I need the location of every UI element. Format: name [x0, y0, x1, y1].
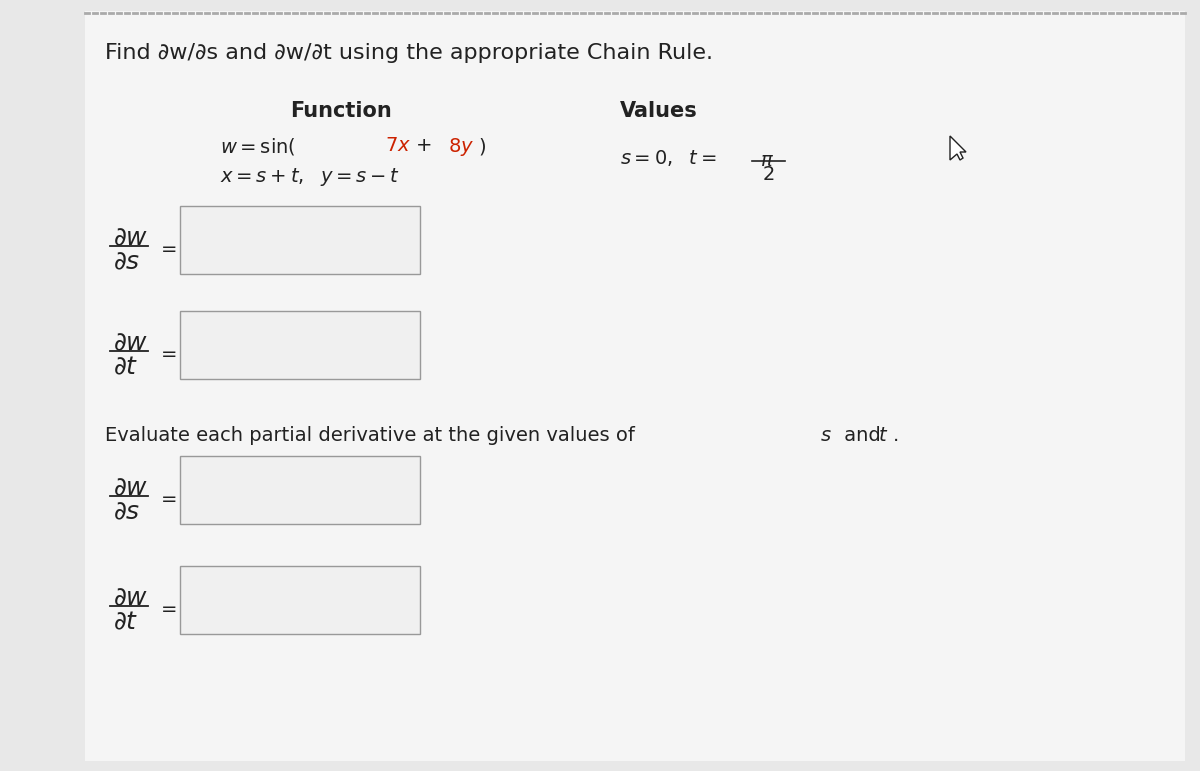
Text: $=$: $=$	[157, 238, 178, 257]
Text: Values: Values	[620, 101, 697, 121]
Text: $w = \mathregular{sin}($: $w = \mathregular{sin}($	[220, 136, 296, 157]
Bar	[180, 311, 420, 379]
Text: $t$: $t$	[878, 426, 888, 445]
Text: Function: Function	[290, 101, 391, 121]
Polygon shape	[950, 136, 966, 160]
Text: $\partial s$: $\partial s$	[113, 250, 140, 274]
Text: $\partial t$: $\partial t$	[113, 355, 138, 379]
Text: Evaluate each partial derivative at the given values of: Evaluate each partial derivative at the …	[106, 426, 641, 445]
Text: $\partial s$: $\partial s$	[113, 500, 140, 524]
Bar	[180, 456, 420, 524]
Text: and: and	[838, 426, 887, 445]
Bar	[180, 566, 420, 634]
Text: $=$: $=$	[157, 343, 178, 362]
Text: $\partial w$: $\partial w$	[113, 331, 149, 355]
Text: $ + $: $ + $	[415, 136, 431, 155]
Text: $=$: $=$	[157, 488, 178, 507]
Text: .: .	[893, 426, 899, 445]
Text: $8y$: $8y$	[448, 136, 474, 158]
Text: $=$: $=$	[157, 598, 178, 617]
Text: $\partial w$: $\partial w$	[113, 586, 149, 610]
Text: $\partial w$: $\partial w$	[113, 226, 149, 250]
Text: $)$: $)$	[478, 136, 486, 157]
Text: $s$: $s$	[820, 426, 832, 445]
Text: $x = s + t,$  $y = s - t$: $x = s + t,$ $y = s - t$	[220, 166, 400, 188]
Text: $2$: $2$	[762, 165, 774, 184]
Text: $\partial w$: $\partial w$	[113, 476, 149, 500]
Bar	[180, 206, 420, 274]
Text: $s = 0,$  $t = $: $s = 0,$ $t = $	[620, 148, 716, 168]
Text: $\pi$: $\pi$	[760, 151, 774, 170]
Text: $7x$: $7x$	[385, 136, 412, 155]
Text: Find ∂w/∂s and ∂w/∂t using the appropriate Chain Rule.: Find ∂w/∂s and ∂w/∂t using the appropria…	[106, 43, 713, 63]
Text: $\partial t$: $\partial t$	[113, 610, 138, 634]
